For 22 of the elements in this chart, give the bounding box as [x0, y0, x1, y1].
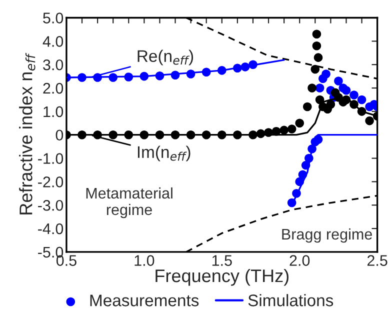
- y-tick-label: 3.0: [43, 59, 64, 70]
- annotation: Im(n$_{eff}$): [138, 146, 190, 162]
- y-tick-label: 0: [56, 130, 64, 141]
- legend-label: Measurements: [90, 294, 199, 306]
- y-tick-label: -1.0: [38, 153, 64, 164]
- y-tick-label: 4.0: [42, 36, 64, 47]
- annotation: Metamaterial regime: [86, 187, 172, 218]
- y-tick-label: 2.0: [43, 82, 64, 94]
- x-axis-title: Frequency (THz): [156, 268, 288, 286]
- y-tick-label: 5.0: [43, 12, 64, 24]
- annotation: Bragg regime: [282, 228, 372, 243]
- x-tick-label: 2.0: [290, 255, 310, 266]
- x-tick-label: 2.5: [367, 255, 388, 266]
- annotation: Re(n$_{eff}$): [138, 50, 194, 66]
- x-tick-label: 1.5: [212, 255, 232, 266]
- y-tick-label: -3.0: [38, 200, 64, 211]
- x-tick-label: 1.0: [134, 255, 154, 266]
- y-axis-title: Refractive index n$_{eff}$: [19, 52, 36, 214]
- y-tick-label: 1.0: [44, 106, 64, 118]
- y-tick-label: -4.0: [38, 223, 64, 234]
- y-tick-label: -2.0: [38, 176, 64, 188]
- legend-label: Simulations: [248, 294, 334, 306]
